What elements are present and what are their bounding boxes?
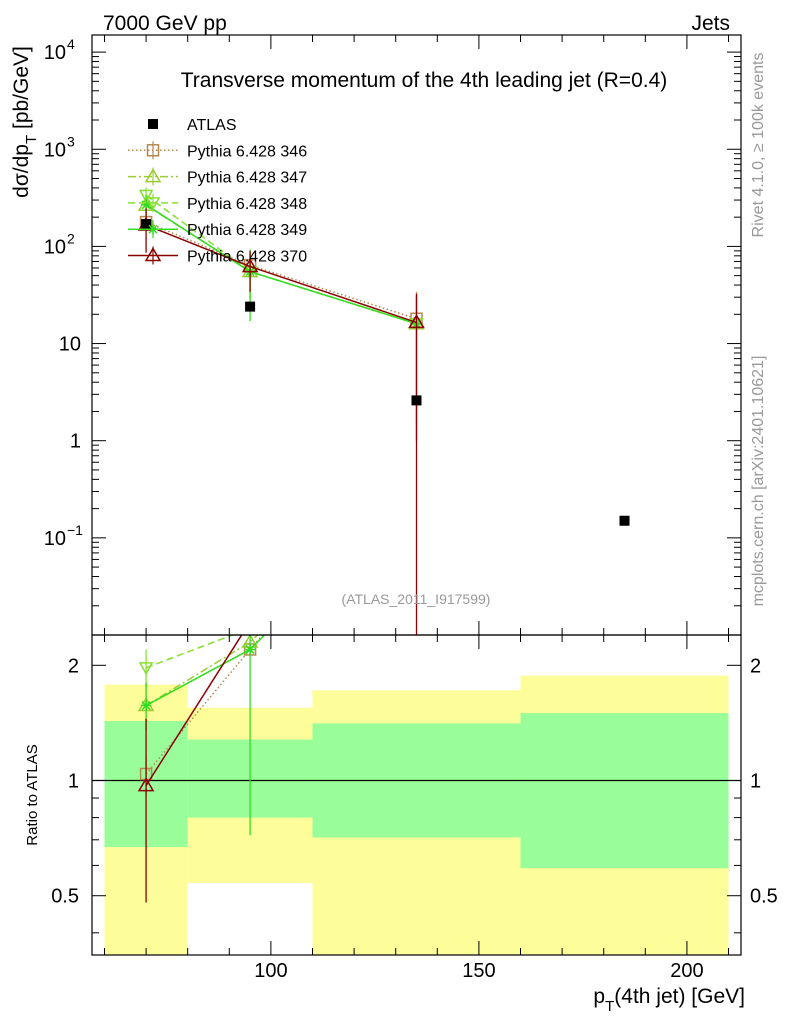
data-point <box>411 395 422 406</box>
x-tick-label: 200 <box>670 960 703 982</box>
legend-marker <box>148 119 158 129</box>
y-axis-label-sub: T <box>23 135 40 144</box>
legend-label: ATLAS <box>187 117 237 134</box>
y-tick-exponent: −1 <box>67 522 83 538</box>
ratio-pythia-6-428-349 <box>141 635 266 836</box>
y-tick-exponent: 4 <box>67 36 75 52</box>
series-line <box>145 224 417 324</box>
legend-marker <box>146 144 160 157</box>
ratio-y-tick-label-right: 1 <box>750 771 761 793</box>
legend-label: Pythia 6.428 346 <box>187 143 307 160</box>
legend-entry: Pythia 6.428 349 <box>128 220 307 239</box>
x-axis-label: pT(4th jet) [GeV] <box>593 985 745 1015</box>
y-tick-label: 10 <box>44 236 66 258</box>
header-right: Jets <box>691 12 730 35</box>
header-left: 7000 GeV pp <box>103 12 227 35</box>
ratio-y-axis-label: Ratio to ATLAS <box>24 744 41 845</box>
ratio-y-tick-label-right: 2 <box>750 655 761 677</box>
ratio-y-tick-label-left: 2 <box>68 655 79 677</box>
y-axis-label: dσ/dpT [pb/GeV] <box>10 46 40 198</box>
main-frame <box>91 34 742 636</box>
data-point <box>408 313 425 329</box>
legend-entry: Pythia 6.428 347 <box>128 167 307 187</box>
ratio-y-tick-label-left: 1 <box>68 771 79 793</box>
y-axis-label-main: dσ/dp <box>10 144 33 198</box>
legend: ATLAS Pythia 6.428 346 Pythia 6.428 347 Pyt… <box>128 117 307 266</box>
legend-entry: Pythia 6.428 346 <box>128 141 307 160</box>
ratio-point <box>138 662 154 676</box>
ratio-point <box>141 700 152 711</box>
y-tick-exponent: 2 <box>67 230 75 246</box>
data-point <box>141 199 152 210</box>
data-point <box>138 189 154 203</box>
y-tick-label: 10 <box>44 528 66 550</box>
data-point <box>619 515 630 526</box>
ratio-y-tick-label-left: 0.5 <box>51 886 79 908</box>
x-tick-label: 100 <box>254 960 287 982</box>
legend-label: Pythia 6.428 349 <box>187 222 307 239</box>
legend-label: Pythia 6.428 370 <box>187 249 307 266</box>
data-point <box>141 219 152 230</box>
y-tick-label: 10 <box>44 42 66 64</box>
uncertainty-bands <box>104 675 729 955</box>
ratio-point <box>245 644 256 655</box>
legend-marker <box>145 197 161 211</box>
ratio-panel: 0.5 0.5 1 1 2 2 100 150 200 Ratio to ATLAS pT(4t… <box>24 634 778 1015</box>
legend-marker <box>144 168 162 183</box>
x-axis-label-main: p <box>593 985 605 1008</box>
legend-marker <box>148 224 158 235</box>
data-point <box>245 301 256 312</box>
mcplots-label: mcplots.cern.ch [arXiv:2401.10621] <box>750 356 767 607</box>
y-tick-label: 10 <box>59 334 81 356</box>
series-atlas <box>141 219 630 526</box>
analysis-id: (ATLAS_2011_I917599) <box>342 591 491 607</box>
legend-label: Pythia 6.428 347 <box>187 170 307 187</box>
ratio-line <box>145 635 243 786</box>
green-band <box>520 713 729 869</box>
y-tick-exponent: 3 <box>67 133 75 149</box>
ratio-point <box>137 777 155 792</box>
ratio-axis-ticks: 0.5 0.5 1 1 2 2 100 150 200 <box>51 635 778 982</box>
chart-title: Transverse momentum of the 4th leading j… <box>181 69 668 92</box>
legend-marker <box>144 247 162 262</box>
legend-entry: Pythia 6.428 348 <box>128 193 307 213</box>
data-point <box>241 258 259 273</box>
ratio-pythia-6-428-348 <box>138 635 235 688</box>
series-pythia-6-428-370 <box>137 208 425 635</box>
legend-entry: Pythia 6.428 370 <box>128 246 307 266</box>
rivet-version-label: Rivet 4.1.0, ≥ 100k events <box>750 53 767 238</box>
ratio-series-group <box>137 635 266 903</box>
y-tick-label: 10 <box>44 139 66 161</box>
ratio-y-tick-label-right: 0.5 <box>750 886 778 908</box>
legend-entry: ATLAS <box>148 117 237 134</box>
y-axis-label-unit: [pb/GeV] <box>10 46 33 135</box>
y-tick-label: 1 <box>70 431 81 453</box>
x-tick-label: 150 <box>462 960 495 982</box>
main-series-group <box>137 187 630 635</box>
legend-label: Pythia 6.428 348 <box>187 196 307 213</box>
x-axis-label-rest: (4th jet) [GeV] <box>614 985 745 1008</box>
ratio-line <box>145 635 235 669</box>
x-axis-label-sub: T <box>605 998 614 1015</box>
ratio-pythia-6-428-370 <box>137 635 243 903</box>
